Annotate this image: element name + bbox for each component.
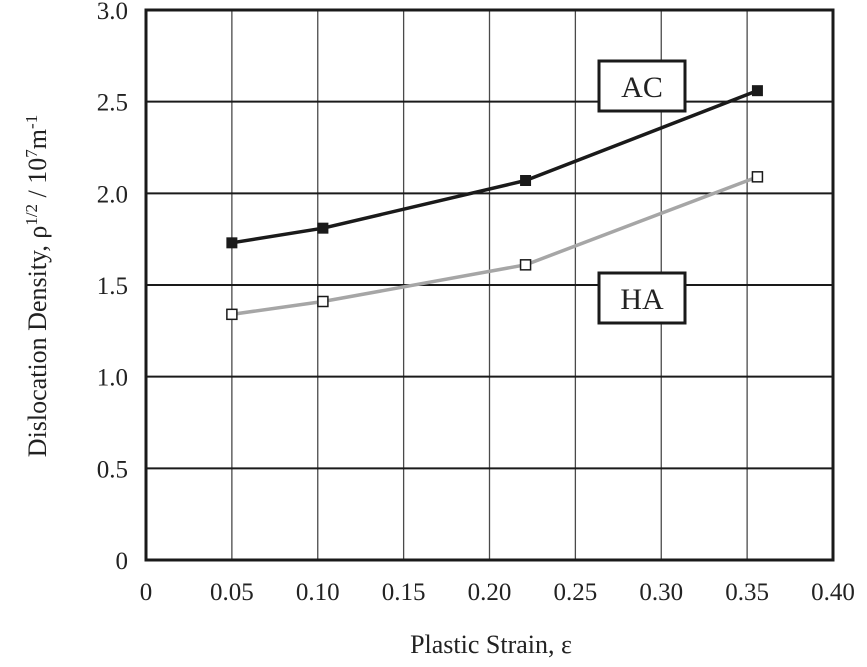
- series-ha-point: [226, 308, 238, 321]
- series-label-ac: AC: [621, 71, 663, 104]
- series-label-ha-box: [597, 271, 687, 325]
- x-tick-label: 0.10: [296, 579, 340, 606]
- plot-area: [144, 8, 835, 562]
- y-axis-title-mid: / 10: [23, 158, 52, 204]
- y-axis-title-unit: m: [23, 129, 52, 149]
- y-tick-label: 0: [116, 548, 129, 575]
- series-ha-point: [317, 295, 329, 308]
- y-axis-title-base: Dislocation Density, ρ: [23, 226, 52, 458]
- x-tick-label: 0.35: [725, 579, 769, 606]
- y-tick-label: 2.0: [97, 181, 128, 208]
- series-ac-point: [520, 175, 532, 186]
- y-tick-label: 1.5: [97, 273, 128, 300]
- y-tick-label: 0.5: [97, 456, 128, 483]
- series-ac-line: [231, 89, 759, 245]
- y-tick-label: 1.0: [97, 365, 128, 392]
- series-ac-point: [226, 237, 238, 249]
- y-axis-title-exp1: 1/2: [22, 204, 41, 226]
- series-label-ac-box: [597, 59, 687, 113]
- y-axis-title-exp2: 7: [22, 149, 41, 158]
- y-tick-label: 3.0: [97, 0, 128, 25]
- tick-labels: 0 0.05 0.10 0.15 0.20 0.25 0.30 0.35 0.40 0 0.5 1.0…: [97, 0, 855, 606]
- series-layer: [226, 85, 764, 321]
- x-tick-label: 0.40: [811, 579, 855, 606]
- grid-lines: [146, 10, 833, 560]
- y-axis-title-exp3: -1: [22, 115, 41, 129]
- y-axis-title: Dislocation Density, ρ1/2 / 107m-1: [22, 115, 52, 457]
- series-label-ha: HA: [620, 283, 664, 316]
- x-axis-title: Plastic Strain, ε: [410, 630, 572, 659]
- x-tick-label: 0: [140, 579, 153, 606]
- x-tick-label: 0.15: [382, 579, 426, 606]
- series-ac-point: [317, 222, 329, 234]
- x-tick-label: 0.30: [639, 579, 683, 606]
- y-tick-label: 2.5: [97, 90, 128, 117]
- series-ha-point: [519, 259, 532, 271]
- series-ac-point: [751, 85, 763, 97]
- series-labels: AC HA: [597, 59, 687, 325]
- x-tick-label: 0.05: [210, 579, 254, 606]
- x-tick-label: 0.20: [468, 579, 512, 606]
- series-ha-line: [231, 175, 759, 317]
- series-ha-point: [751, 171, 764, 183]
- x-tick-label: 0.25: [554, 579, 598, 606]
